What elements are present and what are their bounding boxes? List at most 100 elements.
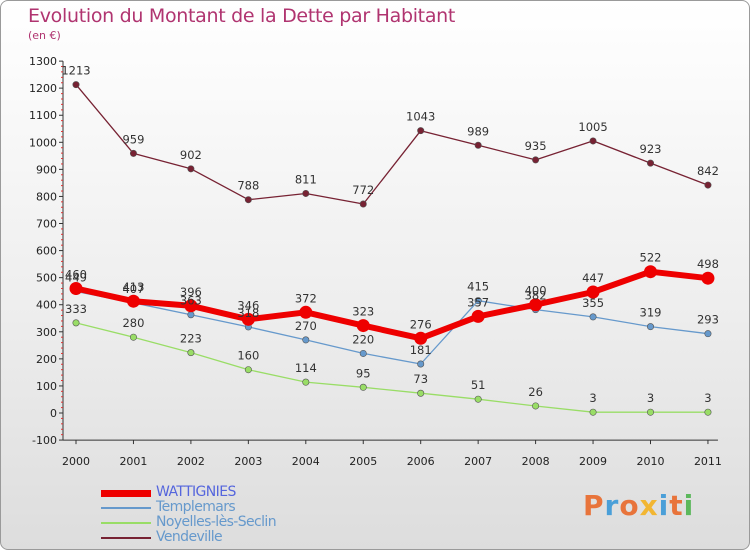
y-tick-label: 1000 — [29, 136, 57, 149]
data-label: 1005 — [578, 120, 607, 134]
data-label: 318 — [237, 306, 259, 320]
data-point — [302, 336, 310, 344]
y-tick-label: 100 — [36, 380, 57, 393]
data-label: 26 — [528, 385, 543, 399]
data-point — [474, 395, 482, 403]
y-tick-label: 0 — [50, 407, 57, 420]
data-point — [417, 127, 425, 135]
data-point — [241, 312, 255, 326]
data-label: 3 — [704, 391, 711, 405]
y-tick-label: 500 — [36, 272, 57, 285]
y-tick-label: 1200 — [29, 82, 57, 95]
legend-label: Vendeville — [156, 529, 223, 545]
data-point — [589, 313, 597, 321]
data-label: 449 — [65, 270, 87, 284]
data-point — [704, 181, 712, 189]
data-point — [72, 319, 80, 327]
data-point — [471, 309, 485, 323]
x-tick-label: 2002 — [177, 455, 205, 468]
data-label: 772 — [352, 183, 374, 197]
data-point — [184, 299, 198, 313]
data-point — [187, 165, 195, 173]
y-tick-label: 900 — [36, 163, 57, 176]
data-label: 400 — [525, 284, 547, 298]
data-label: 363 — [180, 294, 202, 308]
data-point — [356, 319, 370, 333]
data-point — [302, 189, 310, 197]
data-label: 51 — [471, 378, 486, 392]
data-point — [474, 297, 482, 305]
data-label: 902 — [180, 148, 202, 162]
data-point — [187, 311, 195, 319]
data-label: 333 — [65, 302, 87, 316]
data-label: 280 — [122, 316, 144, 330]
legend-swatch — [101, 522, 151, 524]
legend-label: Templemars — [156, 499, 236, 515]
data-point — [701, 271, 715, 285]
data-label: 788 — [237, 179, 259, 193]
data-label: 357 — [467, 295, 489, 309]
data-label: 1213 — [61, 64, 90, 78]
data-point — [644, 265, 657, 279]
data-point — [359, 349, 367, 357]
data-point — [126, 294, 140, 308]
data-label: 160 — [237, 349, 259, 363]
data-point — [646, 159, 654, 167]
x-tick-label: 2001 — [119, 455, 147, 468]
series-line — [73, 268, 711, 342]
y-tick-label: 300 — [36, 326, 57, 339]
logo-letter: x — [639, 489, 659, 522]
data-label: 407 — [122, 282, 144, 296]
data-point — [359, 200, 367, 208]
data-point — [359, 383, 367, 391]
data-point — [474, 141, 482, 149]
data-label: 73 — [413, 372, 428, 386]
data-label: 396 — [180, 285, 202, 299]
data-label: 346 — [237, 298, 259, 312]
legend-swatch — [101, 537, 151, 539]
logo-letter: i — [683, 489, 695, 522]
x-tick-label: 2005 — [349, 455, 377, 468]
data-label: 959 — [122, 132, 144, 146]
data-label: 355 — [582, 296, 604, 310]
data-label: 223 — [180, 332, 202, 346]
data-label: 923 — [640, 142, 662, 156]
legend-label: WATTIGNIES — [156, 484, 236, 500]
data-label: 95 — [356, 366, 371, 380]
data-label: 181 — [410, 343, 432, 357]
logo-letter: i — [658, 489, 670, 522]
data-label: 413 — [122, 280, 144, 294]
data-point — [646, 323, 654, 331]
data-point — [586, 285, 600, 299]
y-tick-label: 800 — [36, 190, 57, 203]
data-point — [704, 330, 712, 338]
series-line — [75, 322, 709, 413]
data-label: 323 — [352, 305, 374, 319]
data-point — [187, 349, 195, 357]
data-label: 460 — [65, 267, 87, 281]
x-tick-label: 2006 — [407, 455, 435, 468]
data-label: 276 — [410, 317, 432, 331]
data-label: 114 — [295, 361, 317, 375]
data-label: 3 — [647, 391, 654, 405]
data-point — [417, 389, 425, 397]
legend-swatch — [101, 507, 151, 509]
data-label: 447 — [582, 271, 604, 285]
x-tick-label: 2004 — [292, 455, 320, 468]
data-point — [129, 333, 137, 341]
data-label: 293 — [697, 313, 719, 327]
data-point — [529, 298, 543, 312]
data-label: 415 — [467, 280, 489, 294]
data-point — [72, 81, 80, 89]
proxiti-logo: Proxiti — [583, 489, 694, 522]
logo-letter: o — [619, 489, 640, 522]
data-label: 372 — [295, 291, 317, 305]
y-tick-label: 1300 — [29, 55, 57, 68]
series-line — [75, 83, 709, 205]
chart-title: Evolution du Montant de la Dette par Hab… — [28, 5, 456, 27]
logo-letter: r — [604, 489, 620, 522]
data-label: 270 — [295, 319, 317, 333]
legend-label: Noyelles-lès-Seclin — [156, 514, 277, 530]
logo-letter: t — [669, 489, 684, 522]
data-label: 989 — [467, 124, 489, 138]
